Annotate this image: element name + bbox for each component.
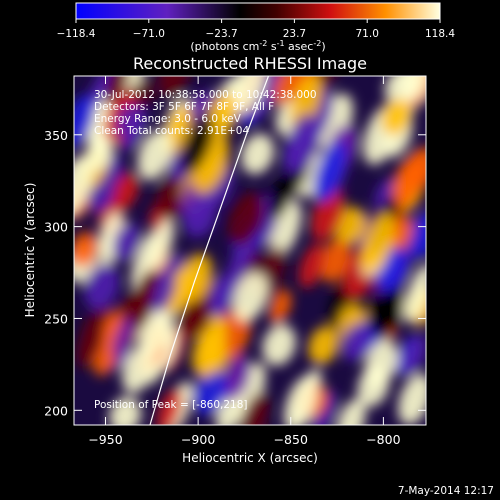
y-tick-label: 300 [44, 220, 68, 235]
x-tick-label: −850 [274, 432, 308, 447]
colorbar-tick-label: −71.0 [133, 28, 165, 40]
info-line: Energy Range: 3.0 - 6.0 keV [94, 113, 242, 125]
y-tick-label: 200 [44, 403, 68, 418]
x-tick-label: −800 [366, 432, 400, 447]
image-area [74, 76, 426, 425]
observation-info: 30-Jul-2012 10:38:58.000 to 10:42:38.000… [94, 89, 317, 137]
colorbar-tick-label: −23.7 [206, 28, 238, 40]
y-axis-label: Heliocentric Y (arcsec) [23, 183, 37, 318]
colorbar-tick-label: −118.4 [57, 28, 96, 40]
x-tick-label: −950 [88, 432, 122, 447]
colorbar-gradient [75, 2, 441, 20]
plot-frame [73, 75, 427, 426]
colorbar-tick-label: 23.7 [283, 28, 306, 40]
x-axis-label: Heliocentric X (arcsec) [182, 451, 318, 465]
info-line: Detectors: 3F 5F 6F 7F 8F 9F, All F [94, 101, 274, 113]
peak-position-label: Position of Peak = [-860,218] [94, 399, 248, 411]
x-tick-label: −900 [181, 432, 215, 447]
info-line: Clean Total counts: 2.91E+04 [94, 125, 249, 137]
info-line: 30-Jul-2012 10:38:58.000 to 10:42:38.000 [94, 89, 317, 101]
y-axis: 200 250 300 350 [44, 128, 426, 418]
colorbar-tick-label: 71.0 [356, 28, 379, 40]
solar-limb-line [149, 76, 270, 425]
y-tick-label: 350 [44, 128, 68, 143]
colorbar: −118.4 −71.0 −23.7 23.7 71.0 118.4 (photons c… [57, 2, 455, 54]
y-tick-label: 250 [44, 311, 68, 326]
colorbar-unit-label: (photons cm-2 s-1 asec-2) [190, 39, 325, 54]
x-axis: −950 −900 −850 −800 [88, 76, 401, 447]
chart-title: Reconstructed RHESSI Image [133, 54, 367, 73]
timestamp: 7-May-2014 12:17 [398, 485, 494, 497]
colorbar-tick-label: 118.4 [425, 28, 455, 40]
